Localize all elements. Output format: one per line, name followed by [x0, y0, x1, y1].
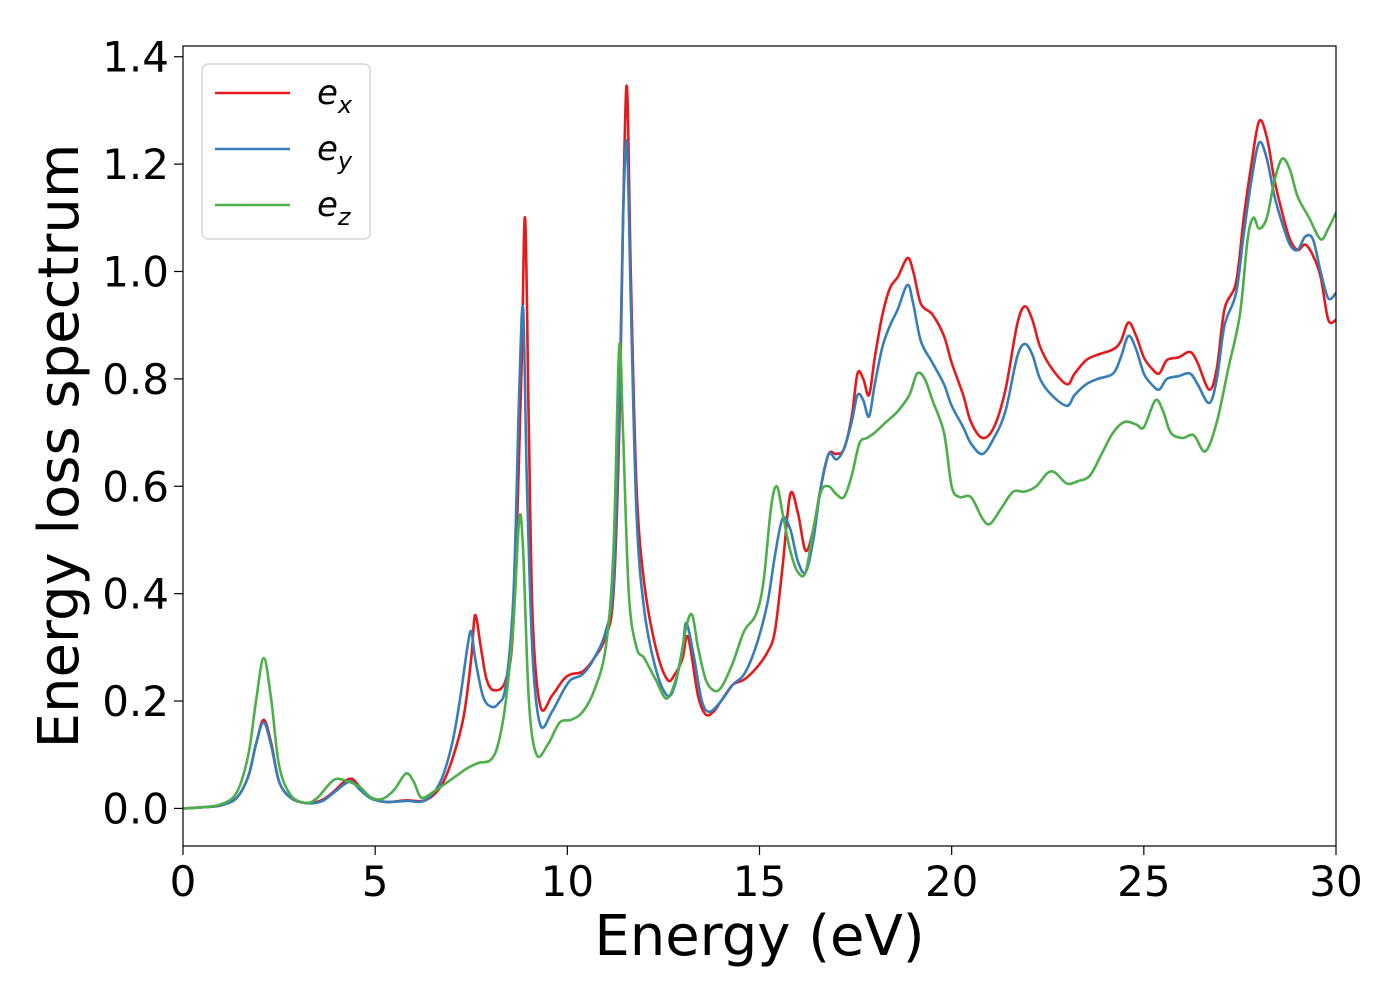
legend-box — [201, 63, 371, 240]
x-tick-label: 15 — [733, 857, 786, 906]
legend: ex ey ez — [201, 63, 371, 240]
legend-label-x: ex — [317, 73, 353, 119]
y-tick-label: 0.8 — [102, 355, 169, 404]
x-tick-label: 20 — [925, 857, 978, 906]
legend-label-z: ez — [317, 185, 352, 231]
series-lines — [183, 84, 1336, 810]
series-line-z — [183, 157, 1336, 810]
x-tick-label: 25 — [1117, 857, 1170, 906]
y-tick-label: 1.0 — [102, 248, 169, 297]
y-tick-label: 1.4 — [102, 33, 169, 82]
y-axis-label: Energy loss spectrum — [27, 144, 92, 749]
y-tick-label: 0.4 — [102, 570, 169, 619]
y-tick-label: 0.2 — [102, 677, 169, 726]
x-axis-ticks: 0 5 10 15 20 25 30 — [170, 846, 1363, 906]
series-line-y — [183, 139, 1336, 810]
y-tick-label: 1.2 — [102, 140, 169, 189]
y-tick-label: 0.0 — [102, 784, 169, 833]
legend-label-y: ey — [317, 129, 353, 175]
series-line-x — [183, 84, 1336, 810]
y-axis-ticks: 0.0 0.2 0.4 0.6 0.8 1.0 1.2 1.4 — [102, 33, 183, 833]
x-tick-label: 5 — [362, 857, 389, 906]
x-tick-label: 10 — [541, 857, 594, 906]
y-tick-label: 0.6 — [102, 462, 169, 511]
x-tick-label: 0 — [170, 857, 197, 906]
x-tick-label: 30 — [1309, 857, 1362, 906]
x-axis-label: Energy (eV) — [594, 904, 924, 969]
